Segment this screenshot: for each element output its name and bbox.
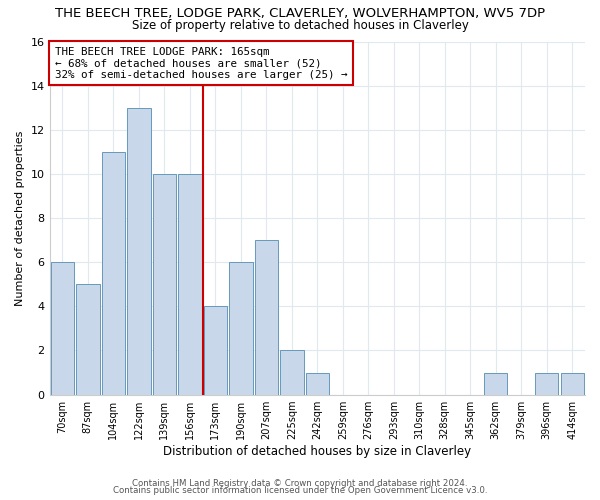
Bar [178, 174, 202, 394]
Bar [127, 108, 151, 395]
Bar [229, 262, 253, 394]
Text: Contains public sector information licensed under the Open Government Licence v3: Contains public sector information licen… [113, 486, 487, 495]
Text: Contains HM Land Registry data © Crown copyright and database right 2024.: Contains HM Land Registry data © Crown c… [132, 478, 468, 488]
Bar [254, 240, 278, 394]
Text: THE BEECH TREE, LODGE PARK, CLAVERLEY, WOLVERHAMPTON, WV5 7DP: THE BEECH TREE, LODGE PARK, CLAVERLEY, W… [55, 8, 545, 20]
Bar [305, 372, 329, 394]
Bar [101, 152, 125, 394]
Bar [484, 372, 508, 394]
X-axis label: Distribution of detached houses by size in Claverley: Distribution of detached houses by size … [163, 444, 472, 458]
Bar [560, 372, 584, 394]
Bar [76, 284, 100, 395]
Bar [152, 174, 176, 394]
Bar [280, 350, 304, 395]
Text: THE BEECH TREE LODGE PARK: 165sqm
← 68% of detached houses are smaller (52)
32% : THE BEECH TREE LODGE PARK: 165sqm ← 68% … [55, 47, 347, 80]
Bar [50, 262, 74, 394]
Bar [203, 306, 227, 394]
Text: Size of property relative to detached houses in Claverley: Size of property relative to detached ho… [131, 19, 469, 32]
Bar [535, 372, 559, 394]
Y-axis label: Number of detached properties: Number of detached properties [15, 130, 25, 306]
